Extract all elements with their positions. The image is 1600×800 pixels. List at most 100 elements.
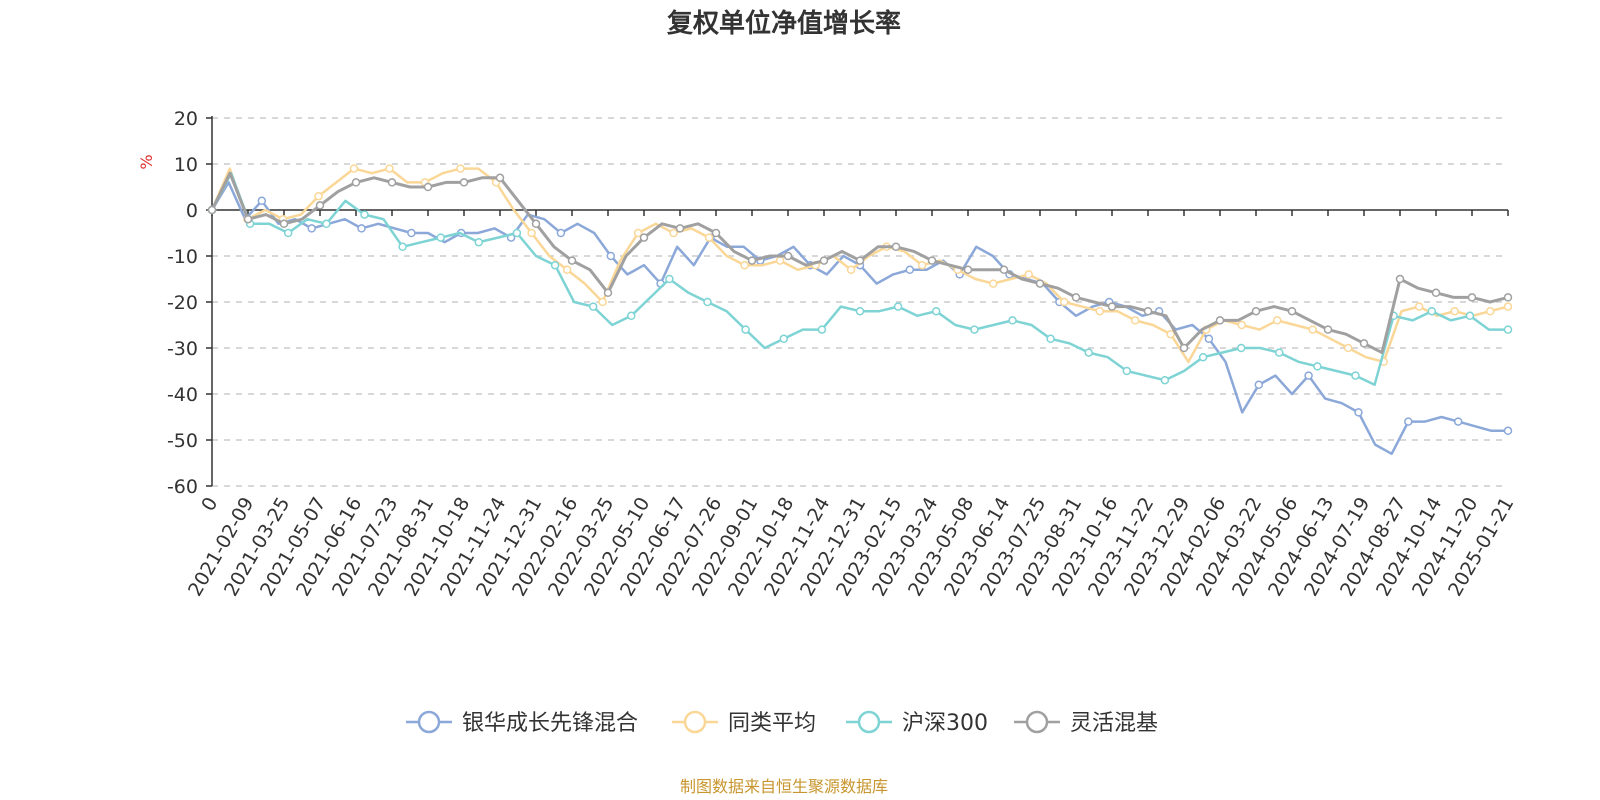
data-point bbox=[567, 256, 577, 265]
data-point bbox=[207, 205, 217, 215]
data-point bbox=[669, 228, 678, 238]
data-point bbox=[556, 228, 566, 238]
data-point bbox=[917, 260, 927, 270]
data-point bbox=[1450, 306, 1459, 316]
y-axis-unit: % bbox=[137, 154, 156, 169]
data-point bbox=[1215, 316, 1225, 325]
data-point bbox=[495, 173, 505, 183]
chart-title: 复权单位净值增长率 bbox=[667, 8, 901, 39]
y-tick-label: 10 bbox=[174, 154, 198, 176]
data-point bbox=[963, 265, 973, 275]
data-point bbox=[1071, 293, 1081, 302]
legend-item[interactable]: 银华成长先锋混合 bbox=[406, 710, 638, 736]
data-point bbox=[779, 334, 789, 344]
data-point bbox=[1166, 329, 1175, 339]
data-point bbox=[627, 311, 636, 321]
data-point bbox=[1275, 348, 1284, 357]
legend-item[interactable]: 沪深300 bbox=[846, 710, 988, 736]
data-point bbox=[665, 274, 674, 284]
data-point bbox=[315, 201, 325, 210]
data-point bbox=[1160, 375, 1170, 385]
data-point bbox=[1254, 380, 1264, 390]
data-point bbox=[1035, 279, 1045, 288]
data-point bbox=[1503, 325, 1513, 334]
x-tick-label: 0 bbox=[197, 494, 222, 515]
data-point bbox=[1198, 352, 1208, 362]
data-point bbox=[819, 256, 829, 265]
data-point bbox=[1351, 371, 1360, 380]
y-tick-label: -60 bbox=[167, 476, 198, 498]
data-point bbox=[1427, 306, 1437, 316]
legend-marker bbox=[683, 710, 707, 734]
data-point bbox=[1308, 325, 1317, 334]
data-point bbox=[322, 219, 331, 229]
data-point bbox=[512, 228, 522, 238]
data-point bbox=[1084, 348, 1093, 357]
data-point bbox=[1343, 343, 1353, 353]
data-point bbox=[1237, 320, 1246, 330]
data-point bbox=[740, 260, 749, 270]
data-point bbox=[1304, 371, 1313, 380]
data-point bbox=[436, 233, 445, 242]
data-point bbox=[407, 228, 416, 238]
legend-label: 同类平均 bbox=[728, 711, 816, 736]
data-point bbox=[747, 256, 757, 265]
data-point bbox=[243, 214, 253, 224]
data-point bbox=[1122, 366, 1132, 376]
data-point bbox=[855, 256, 865, 265]
data-point bbox=[588, 302, 598, 311]
data-point bbox=[1503, 293, 1513, 302]
data-point bbox=[1251, 306, 1261, 316]
y-axis: 20 10 0 -10 -20 -30 -40 -50 -60 bbox=[167, 108, 213, 498]
series-lines bbox=[207, 164, 1513, 456]
data-point bbox=[1236, 343, 1246, 353]
data-point bbox=[1024, 270, 1033, 279]
data-point bbox=[283, 228, 293, 238]
legend-label: 银华成长先锋混合 bbox=[462, 711, 638, 736]
legend: 银华成长先锋混合 同类平均 沪深300 灵活混基 bbox=[406, 710, 1158, 736]
data-point bbox=[1179, 343, 1189, 353]
y-tick-label: -30 bbox=[167, 338, 198, 360]
data-point bbox=[603, 288, 613, 298]
data-point bbox=[1323, 325, 1333, 334]
data-point bbox=[704, 233, 714, 242]
data-point bbox=[550, 260, 560, 270]
data-point bbox=[1453, 417, 1463, 426]
data-point bbox=[1095, 306, 1104, 316]
data-point bbox=[775, 256, 785, 265]
data-point bbox=[1107, 302, 1117, 311]
data-point bbox=[855, 306, 865, 316]
data-point bbox=[387, 178, 397, 187]
data-point bbox=[639, 233, 649, 242]
data-point bbox=[1059, 297, 1069, 307]
data-point bbox=[905, 265, 915, 275]
data-point bbox=[1143, 306, 1153, 316]
data-point bbox=[1395, 274, 1405, 284]
data-point bbox=[1359, 339, 1369, 348]
data-point bbox=[927, 256, 937, 265]
data-point bbox=[257, 196, 267, 206]
data-point bbox=[1272, 316, 1282, 325]
data-point bbox=[598, 297, 607, 307]
data-point bbox=[988, 279, 998, 288]
data-point bbox=[633, 228, 643, 238]
data-point bbox=[314, 191, 323, 201]
data-point bbox=[527, 228, 536, 238]
data-point bbox=[531, 219, 541, 229]
data-point bbox=[1046, 334, 1055, 344]
data-point bbox=[893, 302, 903, 311]
data-point bbox=[456, 164, 465, 173]
data-point bbox=[423, 182, 433, 192]
data-point bbox=[351, 178, 361, 187]
data-point bbox=[931, 306, 941, 316]
legend-marker bbox=[417, 710, 441, 734]
y-tick-label: -10 bbox=[167, 246, 198, 268]
legend-item[interactable]: 同类平均 bbox=[672, 710, 816, 736]
y-tick-label: -40 bbox=[167, 384, 198, 406]
data-point bbox=[817, 325, 827, 334]
data-point bbox=[606, 251, 616, 261]
data-point bbox=[459, 178, 469, 187]
legend-item[interactable]: 灵活混基 bbox=[1014, 710, 1158, 736]
data-point bbox=[279, 219, 289, 229]
